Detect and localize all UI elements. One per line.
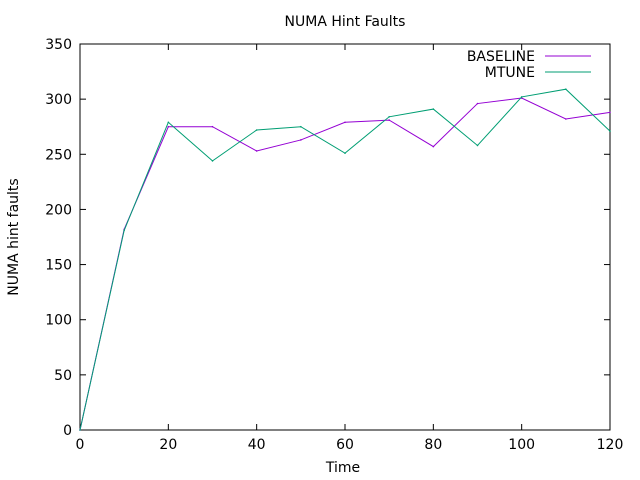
x-tick-label: 60 bbox=[336, 437, 354, 453]
data-point-mtune bbox=[609, 130, 611, 132]
x-tick-label: 120 bbox=[597, 437, 624, 453]
data-point-baseline bbox=[344, 121, 346, 124]
data-point-baseline bbox=[167, 125, 170, 128]
data-point-mtune bbox=[167, 121, 170, 124]
legend-label: BASELINE bbox=[467, 49, 535, 65]
x-tick-label: 0 bbox=[76, 437, 85, 453]
data-point-mtune bbox=[344, 152, 346, 154]
data-point-baseline bbox=[609, 111, 611, 114]
legend-label: MTUNE bbox=[485, 65, 535, 81]
data-point-mtune bbox=[123, 229, 125, 232]
data-point-mtune bbox=[565, 88, 567, 91]
data-point-mtune bbox=[388, 115, 390, 118]
data-point-mtune bbox=[300, 125, 302, 128]
x-tick-label: 100 bbox=[508, 437, 535, 453]
x-tick-label: 20 bbox=[159, 437, 177, 453]
data-point-baseline bbox=[388, 119, 390, 121]
series-lines bbox=[79, 88, 611, 431]
x-axis-title: Time bbox=[325, 460, 360, 476]
data-point-baseline bbox=[211, 125, 214, 128]
data-point-mtune bbox=[79, 429, 81, 431]
y-axis-title: NUMA hint faults bbox=[6, 178, 22, 295]
x-tick-label: 40 bbox=[248, 437, 266, 453]
y-tick-label: 100 bbox=[45, 313, 72, 329]
y-tick-label: 150 bbox=[45, 258, 72, 274]
data-point-mtune bbox=[432, 108, 435, 110]
chart-title: NUMA Hint Faults bbox=[285, 14, 406, 30]
series-line-baseline bbox=[79, 97, 611, 431]
y-tick-label: 300 bbox=[45, 92, 72, 108]
data-point-baseline bbox=[255, 150, 258, 152]
data-point-mtune bbox=[255, 129, 258, 131]
data-point-baseline bbox=[432, 145, 435, 148]
x-axis: 0 20 40 60 80 100 120 bbox=[76, 44, 624, 453]
data-point-mtune bbox=[211, 160, 214, 162]
data-point-baseline bbox=[300, 139, 302, 141]
y-axis: 0 50 100 150 200 250 300 350 bbox=[45, 37, 610, 439]
series-line-mtune bbox=[79, 88, 611, 431]
data-point-baseline bbox=[565, 118, 567, 120]
data-point-mtune bbox=[476, 144, 479, 147]
data-point-mtune bbox=[520, 96, 523, 98]
y-tick-label: 50 bbox=[54, 368, 72, 384]
y-tick-label: 0 bbox=[63, 423, 72, 439]
x-tick-label: 80 bbox=[424, 437, 442, 453]
data-point-baseline bbox=[476, 102, 479, 105]
y-tick-label: 350 bbox=[45, 37, 72, 53]
y-tick-label: 250 bbox=[45, 147, 72, 163]
y-tick-label: 200 bbox=[45, 202, 72, 218]
